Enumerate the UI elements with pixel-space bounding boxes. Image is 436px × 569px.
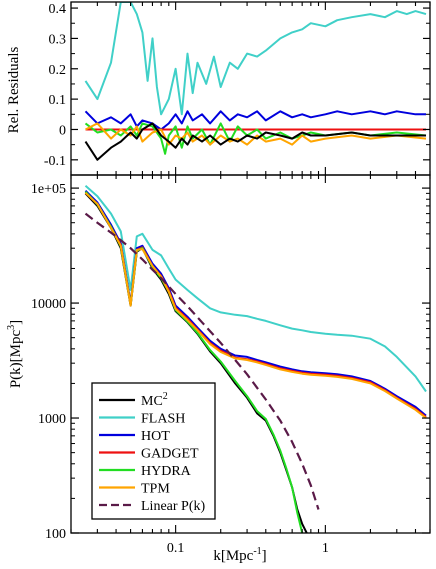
residual-line-hot bbox=[84, 110, 426, 131]
residuals-y-ticks: -0.1 0 0.1 0.2 0.3 0.4 bbox=[44, 2, 431, 176]
residual-line-mc2 bbox=[84, 122, 426, 161]
residuals-y-label: Rel. Residuals bbox=[6, 47, 22, 134]
spectrum-line-flash bbox=[84, 184, 427, 393]
residuals-y-tick-label: 0.3 bbox=[49, 32, 67, 47]
residual-line-tpm bbox=[85, 122, 427, 146]
residuals-y-tick-label: 0.2 bbox=[49, 63, 67, 78]
legend-label: HYDRA bbox=[141, 464, 192, 479]
spectrum-line-tpm bbox=[84, 192, 427, 419]
residuals-y-tick-label: 0.4 bbox=[49, 2, 67, 17]
power-spectrum-panel: 100 1000 10000 1e+05 0.1 1 k[Mpc-1] P(k)[Mpc3… bbox=[6, 174, 431, 564]
residuals-y-tick-label: 0.1 bbox=[49, 93, 67, 108]
residuals-y-tick-label: 0 bbox=[59, 123, 66, 138]
power-spectrum-series bbox=[84, 184, 427, 533]
legend: MC2 FLASH HOT GADGET HYDRA TPM Linear P(k) bbox=[91, 382, 216, 520]
power-spectrum-ticks: 100 1000 10000 1e+05 0.1 1 bbox=[31, 175, 431, 556]
spectrum-x-tick-label: 0.1 bbox=[167, 541, 185, 556]
spectrum-x-tick-label: 1 bbox=[322, 541, 329, 556]
legend-label: MC2 bbox=[141, 391, 168, 409]
residuals-frame bbox=[70, 1, 431, 176]
spectrum-line-hot bbox=[84, 189, 427, 417]
legend-label: GADGET bbox=[141, 447, 199, 462]
residuals-panel: -0.1 0 0.1 0.2 0.3 0.4 Rel. Residuals bbox=[6, 1, 431, 176]
legend-label: Linear P(k) bbox=[141, 499, 205, 514]
legend-label: FLASH bbox=[141, 412, 185, 427]
legend-label: HOT bbox=[141, 429, 170, 444]
spectrum-y-tick-label: 10000 bbox=[31, 297, 66, 312]
residuals-series bbox=[84, 2, 427, 161]
power-spectrum-frame bbox=[70, 174, 431, 534]
residual-line-hydra bbox=[84, 122, 427, 155]
legend-box bbox=[91, 382, 216, 520]
residuals-y-tick-label: -0.1 bbox=[44, 154, 66, 169]
spectrum-y-tick-label: 100 bbox=[45, 527, 66, 542]
spectrum-y-tick-label: 1e+05 bbox=[31, 182, 66, 197]
residual-line-flash bbox=[84, 2, 427, 116]
spectrum-y-tick-label: 1000 bbox=[38, 412, 66, 427]
x-axis-label: k[Mpc-1] bbox=[213, 546, 266, 564]
y-axis-label: P(k)[Mpc3] bbox=[6, 320, 24, 388]
spectrum-line-linear-p-k bbox=[84, 212, 320, 510]
legend-label: TPM bbox=[141, 482, 170, 497]
